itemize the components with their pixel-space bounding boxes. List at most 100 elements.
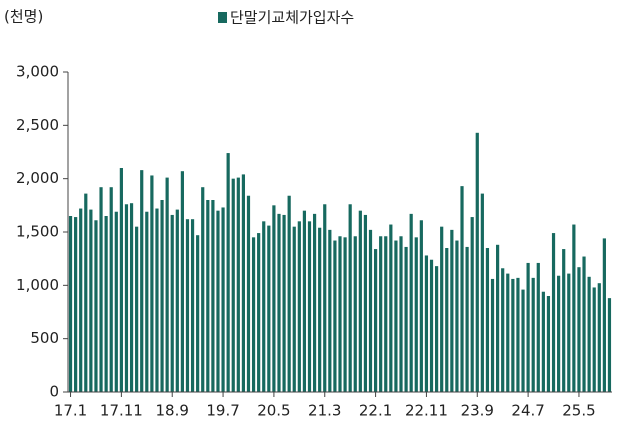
bar	[455, 240, 459, 392]
y-tick-label: 500	[30, 329, 59, 347]
bar	[109, 187, 113, 392]
bar	[368, 229, 373, 392]
bar	[536, 262, 540, 392]
bar	[145, 211, 149, 392]
bar	[114, 211, 118, 392]
x-tick-label: 17.1	[54, 402, 87, 420]
bar	[582, 256, 586, 392]
bar	[231, 178, 235, 392]
bar	[348, 204, 352, 392]
x-tick-label: 24.7	[511, 402, 544, 420]
bar	[557, 275, 561, 392]
bar	[333, 240, 337, 392]
bar	[241, 174, 246, 392]
bar	[485, 248, 490, 392]
bar	[302, 210, 307, 392]
y-tick-label: 3,000	[16, 63, 59, 81]
bar	[501, 268, 505, 392]
bar	[551, 233, 556, 392]
x-tick-label: 21.3	[308, 402, 341, 420]
bar	[394, 240, 398, 392]
bar	[251, 237, 256, 392]
legend-swatch	[218, 12, 227, 23]
bar	[119, 168, 123, 392]
bar	[414, 237, 418, 392]
x-tick-label: 25.5	[562, 402, 595, 420]
bar	[450, 229, 454, 392]
bar	[267, 225, 271, 392]
bar	[277, 213, 281, 392]
bar	[409, 213, 413, 392]
bar	[511, 278, 515, 392]
bar	[68, 216, 73, 392]
bar	[211, 200, 215, 392]
bar	[587, 276, 591, 392]
bar	[602, 238, 606, 392]
bar	[440, 226, 444, 392]
bar	[165, 177, 169, 392]
bar	[84, 193, 88, 392]
bar	[429, 259, 434, 392]
bar	[577, 267, 581, 392]
bar	[343, 237, 347, 392]
bar	[297, 221, 301, 392]
bar	[226, 153, 230, 392]
bar	[480, 193, 484, 392]
bar	[384, 236, 388, 392]
bar	[546, 296, 551, 392]
bar	[363, 214, 368, 392]
bar	[307, 221, 312, 392]
bar	[399, 236, 403, 392]
bar	[155, 208, 159, 392]
bar	[135, 226, 139, 392]
bar	[206, 200, 210, 392]
bar	[541, 291, 545, 392]
bar	[282, 214, 286, 392]
bar	[185, 219, 190, 392]
x-tick-label: 18.9	[156, 402, 189, 420]
bar	[104, 216, 108, 392]
bar	[353, 236, 357, 392]
bar	[160, 200, 164, 392]
bar	[292, 226, 296, 392]
bar	[287, 195, 291, 392]
bar	[521, 289, 525, 392]
bar	[516, 277, 520, 392]
bar	[257, 233, 261, 392]
bar	[404, 246, 408, 392]
x-tick-label: 19.7	[206, 402, 239, 420]
bar	[373, 249, 378, 392]
y-tick-label: 0	[49, 383, 59, 401]
bar	[150, 175, 154, 392]
bar	[389, 224, 393, 392]
bar	[526, 262, 530, 392]
bar	[180, 171, 184, 392]
x-tick-label: 20.5	[257, 402, 290, 420]
bar	[562, 249, 566, 392]
bar	[490, 278, 495, 392]
bar	[236, 177, 240, 392]
bar	[379, 236, 383, 392]
bar	[190, 219, 195, 392]
bar	[221, 207, 225, 392]
bar	[445, 248, 449, 392]
x-tick-label: 23.9	[461, 402, 494, 420]
bar	[475, 132, 479, 393]
bar	[506, 273, 510, 392]
bar	[196, 235, 200, 392]
bar	[434, 266, 439, 392]
bar	[465, 246, 469, 392]
legend-label: 단말기교체가입자수	[230, 9, 354, 27]
unit-label: (천명)	[4, 8, 43, 26]
bar	[572, 224, 576, 392]
bar	[262, 221, 266, 392]
bar	[129, 203, 134, 392]
bar	[460, 186, 464, 392]
bar	[170, 214, 174, 392]
bar	[79, 208, 83, 392]
bar	[74, 217, 78, 392]
bar	[328, 229, 332, 392]
bar	[124, 204, 129, 392]
bar	[323, 204, 327, 392]
bar	[272, 205, 276, 392]
